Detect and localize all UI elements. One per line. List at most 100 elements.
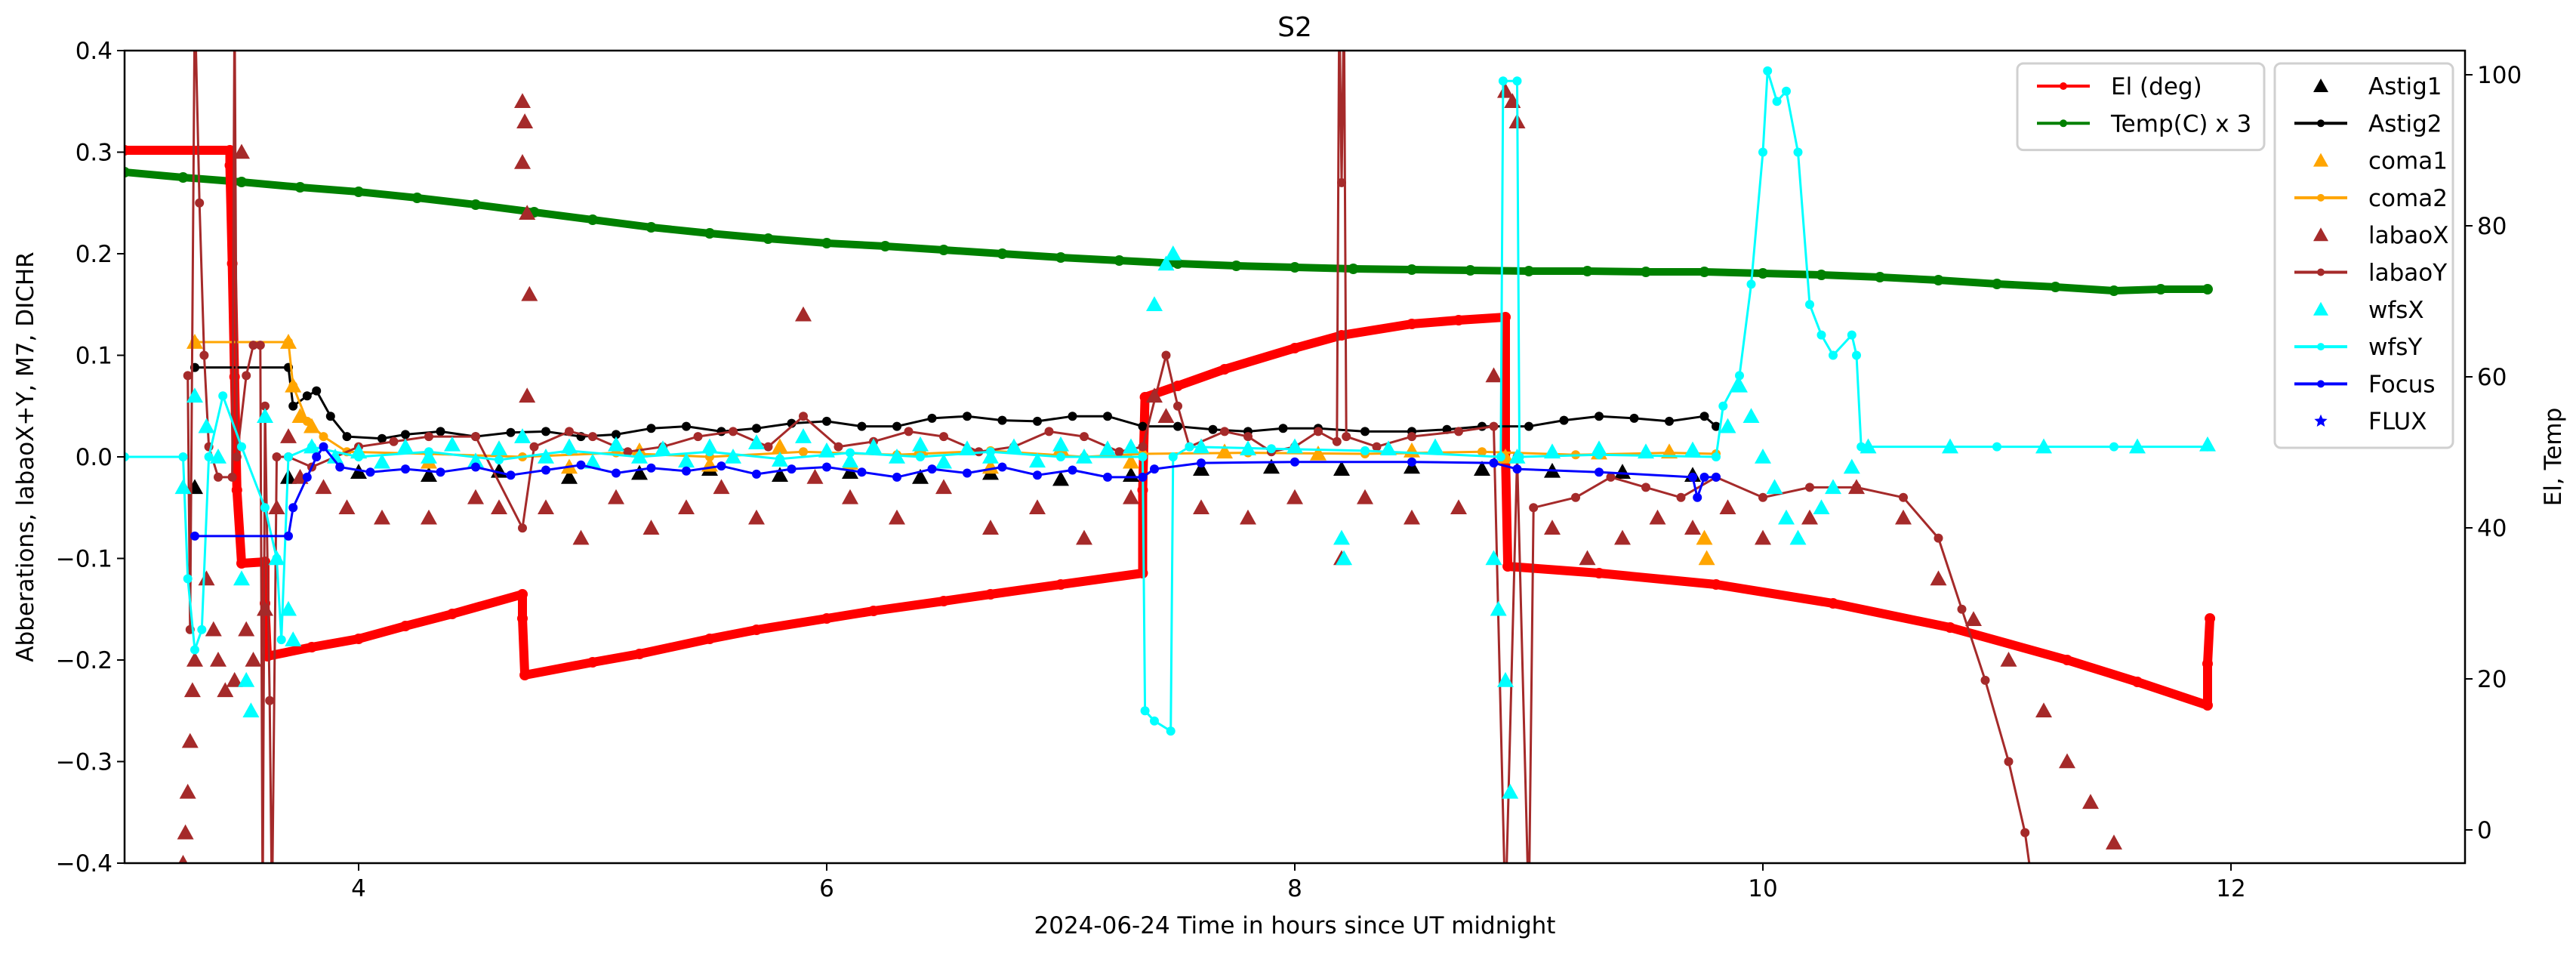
wfsy-point (1763, 66, 1773, 76)
wfsy-point (260, 503, 270, 513)
wfsx-point (285, 631, 302, 646)
focus-point (335, 462, 345, 472)
legend-label: labaoX (2368, 222, 2449, 249)
labaox-point (1485, 367, 1502, 383)
el-deg-point (1219, 364, 1230, 375)
wfsx-point (1731, 377, 1748, 393)
labaoy-point (424, 432, 433, 442)
temp-c-x-3-point (938, 245, 949, 255)
wfsx-point (655, 440, 671, 456)
focus-point (541, 465, 550, 475)
astig2-point (506, 427, 516, 437)
focus-point (1512, 464, 1522, 474)
astig2-point (1712, 421, 1721, 431)
el-deg-point (868, 606, 879, 616)
astig2-point (1665, 416, 1674, 426)
wfsx-point (280, 600, 297, 616)
labaox-point (1146, 387, 1163, 403)
astig2-point (892, 421, 901, 431)
wfsy-point (1140, 706, 1150, 716)
astig1-point (421, 467, 437, 483)
labaoy-point (195, 198, 205, 208)
astig2-point (997, 415, 1007, 425)
labaox-point (642, 520, 660, 535)
legend-dot-marker (2317, 343, 2325, 351)
focus-point (471, 462, 480, 472)
wfsx-point (538, 449, 554, 464)
labaoy-point (1339, 0, 1348, 5)
astig2-point (302, 391, 312, 401)
labaoy-point (799, 412, 808, 421)
legend-triangle-marker (2313, 227, 2328, 242)
wfsy-point (1992, 442, 2001, 452)
coma2-point (799, 447, 808, 457)
wfsx-point (1766, 479, 1783, 495)
wfsy-point (1772, 97, 1782, 106)
series-astig2 (190, 362, 1721, 443)
labaox-point (205, 621, 222, 637)
y-tick-label: 0.3 (75, 140, 112, 167)
astig2-point (612, 430, 621, 439)
astig2-point (1103, 412, 1112, 421)
wfsy-point (1735, 371, 1744, 381)
labaoy-point (1676, 492, 1686, 502)
wfsx-point (268, 550, 285, 566)
labaox-point (2000, 652, 2017, 667)
legend-dot-marker (2317, 119, 2325, 128)
legend-label: wfsX (2368, 297, 2424, 324)
el-deg-point (587, 657, 598, 668)
legend-triangle-marker (2313, 79, 2328, 92)
labaoy-point (623, 447, 633, 457)
el-deg-point (224, 145, 236, 156)
labaox-point (519, 205, 536, 220)
temp-c-x-3-point (1055, 252, 1066, 263)
legend-label: Astig2 (2368, 110, 2442, 137)
wfsx-point (1286, 438, 1303, 454)
wfsx-point (421, 449, 437, 464)
temp-c-x-3-point (1933, 275, 1944, 285)
focus-point (190, 531, 199, 541)
focus-point (1489, 458, 1499, 468)
astig2-point (857, 421, 867, 431)
labaox-point (1848, 479, 1865, 495)
labaox-point (238, 621, 255, 637)
wfsx-point (1497, 671, 1514, 687)
labaox-point (1755, 529, 1771, 545)
labaoy-point (1337, 177, 1346, 187)
temp-c-x-3-point (1290, 262, 1300, 273)
coma1-point (1404, 442, 1420, 458)
wfsx-point (514, 428, 531, 443)
wfsx-point (397, 438, 414, 454)
labaoy-point (190, 0, 199, 5)
y-tick-label: −0.4 (56, 850, 112, 877)
labaoy-point (565, 427, 574, 436)
focus-point (822, 462, 831, 472)
labaoy-point (1138, 442, 1148, 452)
astig2-point (1629, 413, 1639, 423)
labaoy-point (1161, 350, 1171, 360)
astig2-line (193, 366, 1718, 440)
labaox-point (935, 479, 952, 495)
labaoy-point (242, 371, 251, 381)
astig1-point (912, 468, 929, 484)
temp-c-x-3-point (2109, 285, 2119, 296)
astig2-point (377, 433, 387, 443)
labaox-point (257, 600, 273, 616)
labaox-point (748, 509, 765, 525)
wfsx-point (1860, 438, 1877, 454)
wfsx-point (350, 443, 367, 459)
temp-c-x-3-point (1875, 272, 1885, 282)
coma1-point (285, 377, 302, 393)
wfsx-point (748, 434, 765, 449)
wfsy-point (1746, 279, 1756, 289)
temp-c-x-3-point (1407, 264, 1417, 275)
astig2-point (1173, 421, 1182, 431)
temp-c-x-3-point (125, 167, 130, 177)
legend-label: coma2 (2368, 185, 2448, 212)
labaoy-point (1454, 427, 1463, 436)
wfsy-point (1360, 446, 1370, 455)
x-tick-label: 12 (2216, 875, 2245, 902)
temp-c-x-3-point (704, 228, 715, 239)
wfsx-point (1240, 440, 1256, 456)
focus-point (752, 469, 761, 479)
